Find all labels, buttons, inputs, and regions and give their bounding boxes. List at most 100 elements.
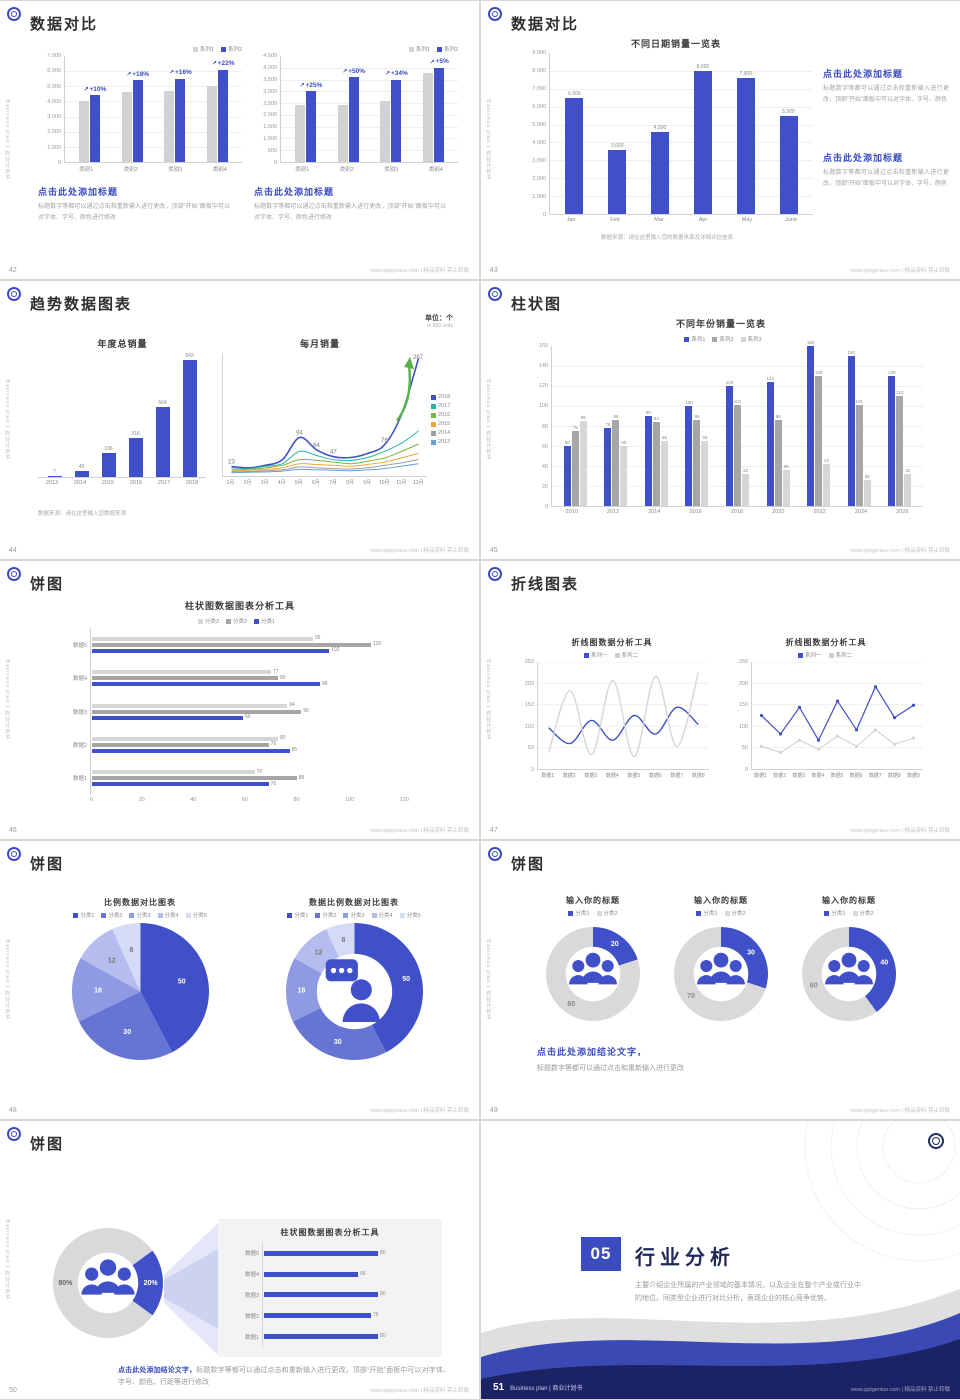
section-title: 行业分析 [635,1247,735,1269]
svg-text:50: 50 [402,976,410,983]
sidebar-vertical-text: Business plan | 商业计划书 [485,659,491,741]
svg-text:18: 18 [94,988,102,995]
page-number: 50 [9,1387,17,1394]
chart-title: 输入你的标题 [566,896,620,905]
svg-text:287: 287 [413,355,424,361]
slide-44[interactable]: Business plan | 商业计划书 趋势数据图表 单位：个 in 900… [0,281,479,559]
analysis-panel: 柱状图数据图表分析工具 [218,1219,442,1357]
sidebar-vertical-text: Business plan | 商业计划书 [4,1219,10,1301]
chart-title: 折线图数据分析工具 [571,638,653,647]
page-title: 数据对比 [511,16,580,33]
donut-chart-20: 分类1 分类2 20 80 [545,909,641,1027]
svg-text:76: 76 [381,438,388,444]
sidebar-vertical-text: Business plan | 商业计划书 [485,939,491,1021]
donut-chart-30: 分类1 分类2 30 70 [673,909,769,1027]
page-title: 折线图表 [511,576,580,593]
page-title: 饼图 [511,856,546,873]
svg-text:30: 30 [123,1029,131,1036]
chart-title: 不同日期销量一览表 [630,39,721,49]
site-watermark: www.pptgenius.com | 精品资料 禁止转载 [851,548,950,554]
donut-chart-with-person-icon: 分类1 分类2 分类3 分类4 分类5 50 30 18 12 8 [284,911,424,1061]
data-source-note: 数据来源：请在这里输入您数据来源 [38,511,127,517]
page-number: 48 [9,1107,17,1114]
section-number-badge: 05 [581,1237,621,1271]
svg-text:70: 70 [687,993,695,1000]
page-title: 饼图 [30,1136,65,1153]
brand-logo-icon [488,847,502,861]
donut-chart-40: 分类1 分类2 40 60 [801,909,897,1027]
site-watermark: www.pptgenius.com | 精品资料 禁止转载 [370,268,469,274]
horizontal-bar-chart: 分类3 分类2 分类1 数据5 95 120 102 数据4 77 80 98 数据3 84 90 65 数据… [72,618,409,803]
slide-42[interactable]: Business plan | 商业计划书 数据对比 系列1 系列2 7,000 6,… [0,1,479,279]
wave-background [481,1121,960,1399]
caption-block: 点击此处添加标题 标题数字等都可以通过点击和重新输入进行更改，顶部“开始”面板中… [38,185,230,224]
svg-text:80%: 80% [58,1280,73,1287]
data-source-note: 数据来源：请在这里输入您的数据来源及详细评估信息 [600,235,733,241]
monthly-sales-line-chart: 23 94 64 47 76 287 1月 2月 3月 4月 5月 6月 7月 8月 9月 10月 11月 12月… [222,353,450,486]
sidebar-vertical-text: Business plan | 商业计划书 [4,939,10,1021]
unit-sub-text: in 900 units [427,323,453,329]
chart-title: 每月销量 [299,339,340,349]
page-title: 柱状图 [511,296,563,313]
caption-block: 点击此处添加标题 标题数字等都可以通过点击和重新输入进行更改，顶部“开始”面板中… [823,151,949,190]
smooth-line-chart: 系列一 系列二 253 203 153 103 53 3 数据1 数据2 数据3 数据4 数据5 数据6 数… [513,651,709,779]
chart-title: 数据比例数据对比图表 [309,898,399,907]
slide-50[interactable]: Business plan | 商业计划书 饼图 20% 80% 柱状图数据图表分… [0,1121,479,1399]
page-title: 趋势数据图表 [30,296,133,313]
brand-logo-icon [7,567,21,581]
monthly-sales-bar-chart: 9,000 8,000 7,000 6,000 5,000 4,000 3,000 2,000… [521,50,813,223]
slide-45[interactable]: Business plan | 商业计划书 柱状图 不同年份销量一览表 系列1 系… [481,281,960,559]
svg-text:12: 12 [107,958,115,965]
svg-text:94: 94 [296,431,303,437]
page-number: 47 [490,827,498,834]
slide-48[interactable]: Business plan | 商业计划书 饼图 比例数据对比图表 分类1 分类2… [0,841,479,1119]
site-watermark: www.pptgenius.com | 精品资料 禁止转载 [851,1387,950,1393]
chart-title: 折线图数据分析工具 [785,638,867,647]
caption-body: 标题数字等都可以通过点击和重新输入进行更改，顶部“开始”面板中可以对字体、字号、… [823,86,949,103]
unit-label: 单位：个 in 900 units [425,313,453,329]
footer-brand: Business plan | 商业计划书 [510,1386,583,1392]
brand-logo-icon [7,847,21,861]
slide-footer: 51 Business plan | 商业计划书 [493,1382,582,1393]
slide-47[interactable]: Business plan | 商业计划书 折线图表 折线图数据分析工具 系列一… [481,561,960,839]
page-number: 42 [9,267,17,274]
site-watermark: www.pptgenius.com | 精品资料 禁止转载 [851,828,950,834]
funnel-shape [164,1223,218,1355]
page-title: 饼图 [30,856,65,873]
unit-main-text: 单位：个 [425,315,453,322]
page-number: 51 [493,1382,505,1393]
chart-title: 不同年份销量一览表 [675,319,766,329]
slide-46[interactable]: Business plan | 商业计划书 饼图 柱状图数据图表分析工具 分类3… [0,561,479,839]
svg-text:23: 23 [228,460,235,466]
caption-block: 点击此处添加标题 标题数字等都可以通过点击和重新输入进行更改，顶部“开始”面板中… [823,67,949,106]
svg-text:40: 40 [880,959,888,966]
svg-text:8: 8 [341,937,345,944]
svg-text:30: 30 [747,949,755,956]
svg-text:20: 20 [611,941,619,948]
site-watermark: www.pptgenius.com | 精品资料 禁止转载 [370,1108,469,1114]
caption-body: 标题数字等都可以通过点击和重新输入进行更改，顶部“开始”面板中可以对字体、字号、… [254,204,446,221]
slide-43[interactable]: Business plan | 商业计划书 数据对比 不同日期销量一览表 9,0… [481,1,960,279]
grouped-bar-chart-left: 系列1 系列2 7,000 6,000 5,000 4,000 3,000 2,000 1,00… [47,46,242,173]
annual-sales-bar-chart: 7 45 196 318 564 943 2013 2014 2015 2016 2017 2018 [38,353,206,486]
slide-51-section-divider[interactable]: 05 行业分析 主要介绍企业所属的产业领域的基本情况，以及企业在整个产业或行业中… [481,1121,960,1399]
svg-text:30: 30 [333,1039,341,1046]
caption-heading: 点击此处添加标题 [254,187,335,197]
svg-text:18: 18 [297,987,305,994]
donut-chart-80-20: 20% 80% [52,1227,164,1339]
page-title: 数据对比 [30,16,99,33]
slide-49[interactable]: Business plan | 商业计划书 饼图 输入你的标题 分类1 分类2 20… [481,841,960,1119]
svg-text:64: 64 [313,443,320,449]
sidebar-vertical-text: Business plan | 商业计划书 [485,379,491,461]
conclusion-body: 标题数字等都可以通过点击和重新输入进行更改，顶部“开始”面板中可以对字体、字号、… [118,1367,450,1386]
svg-text:60: 60 [810,982,818,989]
page-number: 46 [9,827,17,834]
svg-text:12: 12 [314,950,322,957]
panel-title: 柱状图数据图表分析工具 [280,1228,380,1237]
site-watermark: www.pptgenius.com | 精品资料 禁止转载 [851,1108,950,1114]
brand-logo-icon [7,287,21,301]
yearly-grouped-bar-chart: 系列1 系列2 系列3 160 140 120 100 80 60 40 20 0 60 75 85 78 86… [523,335,923,515]
sidebar-vertical-text: Business plan | 商业计划书 [4,379,10,461]
sidebar-vertical-text: Business plan | 商业计划书 [4,659,10,741]
site-watermark: www.pptgenius.com | 精品资料 禁止转载 [370,1388,469,1394]
